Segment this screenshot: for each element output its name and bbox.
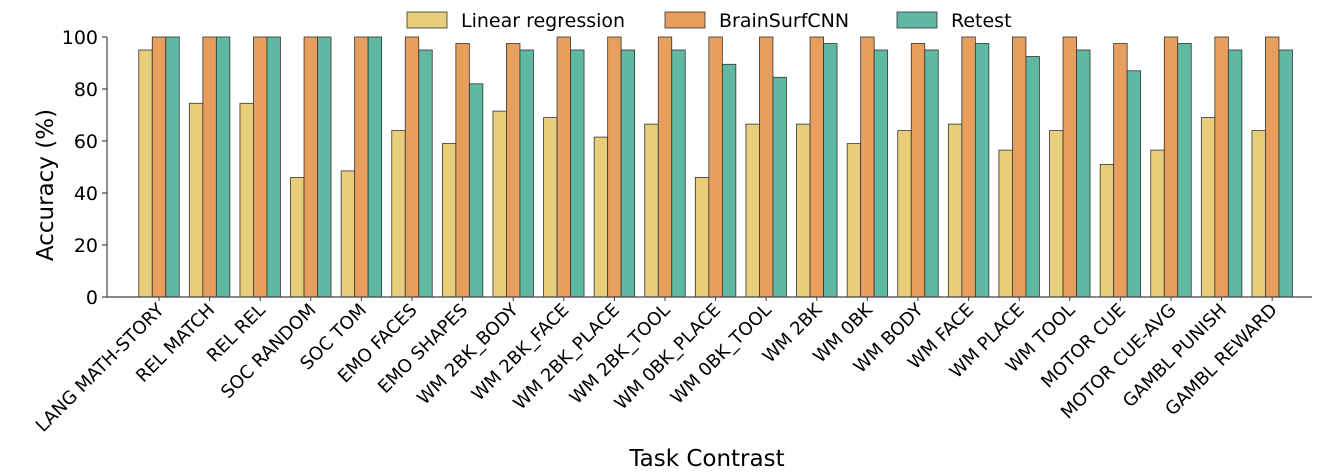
bar-brainsurfcnn-18 xyxy=(1062,36,1077,298)
y-tick-label: 100 xyxy=(62,27,98,49)
bar-linear-regression-19 xyxy=(1099,163,1115,298)
bar-linear-regression-10 xyxy=(644,123,659,298)
bar-brainsurfcnn-1 xyxy=(202,36,217,298)
bar-linear-regression-22 xyxy=(1251,130,1266,298)
bar-linear-regression-1 xyxy=(188,102,204,298)
bar-retest-13 xyxy=(823,43,838,298)
bar-brainsurfcnn-8 xyxy=(556,36,571,298)
bar-retest-1 xyxy=(215,36,231,298)
bar-brainsurfcnn-19 xyxy=(1113,43,1128,298)
bar-linear-regression-12 xyxy=(745,123,760,298)
bar-linear-regression-16 xyxy=(947,123,963,298)
bar-brainsurfcnn-9 xyxy=(607,36,622,298)
bar-linear-regression-21 xyxy=(1200,117,1216,298)
bar-linear-regression-11 xyxy=(694,176,710,298)
y-tick-label: 60 xyxy=(74,131,98,153)
axes-layer xyxy=(106,37,1312,298)
bar-brainsurfcnn-5 xyxy=(404,36,420,298)
bar-retest-9 xyxy=(620,49,636,298)
y-tick-label: 40 xyxy=(74,183,98,205)
y-tick-label: 20 xyxy=(74,235,98,257)
bar-retest-12 xyxy=(772,76,787,298)
bar-brainsurfcnn-20 xyxy=(1163,36,1179,298)
legend-label: Retest xyxy=(951,10,1012,32)
bar-retest-5 xyxy=(418,49,433,298)
bar-brainsurfcnn-21 xyxy=(1214,36,1229,298)
bar-brainsurfcnn-7 xyxy=(506,43,521,298)
bar-retest-10 xyxy=(671,49,686,298)
bar-brainsurfcnn-13 xyxy=(809,36,824,298)
bar-linear-regression-15 xyxy=(897,130,912,298)
bar-linear-regression-0 xyxy=(138,49,153,298)
bar-linear-regression-9 xyxy=(593,136,609,298)
bar-linear-regression-5 xyxy=(391,130,406,298)
y-tick-labels: 0 20 40 60 80 100 xyxy=(62,27,107,309)
bar-retest-8 xyxy=(570,49,585,298)
bar-retest-6 xyxy=(468,83,484,298)
bar-brainsurfcnn-10 xyxy=(657,36,673,298)
bar-brainsurfcnn-6 xyxy=(455,43,470,298)
bar-brainsurfcnn-4 xyxy=(354,36,369,298)
bar-brainsurfcnn-2 xyxy=(253,36,268,298)
bar-linear-regression-20 xyxy=(1150,149,1165,298)
bar-retest-11 xyxy=(721,63,737,298)
bar-brainsurfcnn-14 xyxy=(860,36,875,298)
bar-linear-regression-14 xyxy=(846,143,862,298)
bar-retest-2 xyxy=(266,36,281,298)
bar-retest-22 xyxy=(1278,49,1293,298)
bar-retest-0 xyxy=(165,36,180,298)
legend: Linear regression BrainSurfCNN Retest xyxy=(406,10,1012,32)
bar-retest-15 xyxy=(924,49,939,298)
bar-brainsurfcnn-16 xyxy=(961,36,976,298)
legend-swatch xyxy=(406,11,448,29)
bar-retest-19 xyxy=(1126,70,1142,298)
bar-retest-16 xyxy=(974,43,990,298)
bar-retest-14 xyxy=(873,49,889,298)
bar-retest-18 xyxy=(1076,49,1091,298)
x-axis-title: Task Contrast xyxy=(628,446,784,472)
bar-linear-regression-7 xyxy=(492,110,507,298)
bar-brainsurfcnn-3 xyxy=(303,36,318,298)
bar-linear-regression-3 xyxy=(290,176,305,298)
bar-linear-regression-18 xyxy=(1049,130,1064,298)
bar-retest-3 xyxy=(317,36,332,298)
bar-retest-21 xyxy=(1227,49,1243,298)
y-axis-title: Accuracy (%) xyxy=(33,109,59,261)
bar-brainsurfcnn-11 xyxy=(708,36,723,298)
bar-brainsurfcnn-0 xyxy=(151,36,167,298)
x-tick-label: EMO SHAPES xyxy=(374,300,472,398)
bar-brainsurfcnn-17 xyxy=(1012,36,1027,298)
legend-label: BrainSurfCNN xyxy=(719,10,849,32)
bar-retest-17 xyxy=(1025,56,1040,298)
y-tick-label: 0 xyxy=(86,287,98,309)
legend-swatch xyxy=(664,11,706,29)
bars-layer xyxy=(138,36,1293,298)
bar-brainsurfcnn-12 xyxy=(759,36,774,298)
legend-label: Linear regression xyxy=(461,10,625,32)
bar-brainsurfcnn-22 xyxy=(1265,36,1280,298)
bar-brainsurfcnn-15 xyxy=(910,43,926,298)
bar-retest-7 xyxy=(519,49,534,298)
bar-linear-regression-4 xyxy=(340,170,356,298)
bar-linear-regression-8 xyxy=(543,117,558,298)
y-tick-label: 80 xyxy=(74,79,98,101)
bar-linear-regression-6 xyxy=(441,143,457,298)
legend-swatch xyxy=(896,11,938,29)
bar-linear-regression-17 xyxy=(998,149,1013,298)
bar-retest-20 xyxy=(1177,43,1192,298)
bar-retest-4 xyxy=(367,36,383,298)
bar-linear-regression-13 xyxy=(796,123,811,298)
bar-linear-regression-2 xyxy=(239,102,254,298)
